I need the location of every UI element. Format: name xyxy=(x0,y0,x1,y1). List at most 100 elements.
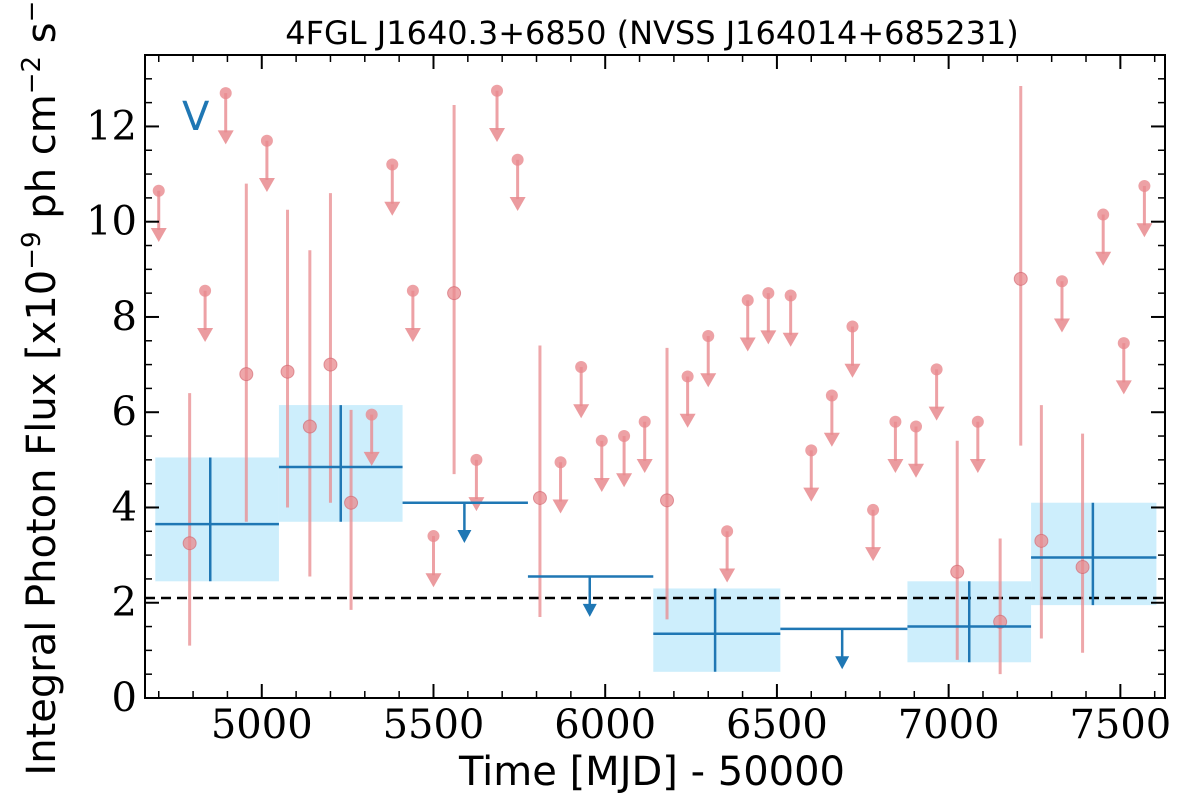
upper-limit-arrow xyxy=(197,328,214,343)
upper-limit-point xyxy=(782,289,799,347)
upper-limit-point xyxy=(197,284,214,343)
upper-limit-point xyxy=(425,530,442,588)
upper-limit-arrow xyxy=(404,328,421,343)
upper-limit-point xyxy=(844,320,861,378)
upper-limit-arrow xyxy=(739,337,756,352)
x-axis-label: Time [MJD] - 50000 xyxy=(458,749,845,795)
upper-limit-marker xyxy=(595,434,608,447)
upper-limit-arrow xyxy=(425,573,442,588)
upper-limit-marker xyxy=(1117,337,1130,350)
upper-limit-arrow xyxy=(1115,380,1132,395)
upper-limit-marker xyxy=(762,287,775,300)
upper-limit-point xyxy=(865,503,882,562)
upper-limit-arrow xyxy=(489,127,506,142)
upper-limit-point xyxy=(700,330,717,388)
point-marker xyxy=(239,367,254,382)
upper-limit-point xyxy=(1136,179,1153,238)
upper-limit-marker xyxy=(638,415,651,428)
point-marker xyxy=(323,357,338,372)
upper-limit-marker xyxy=(846,320,859,333)
y-axis-label-text: ph cm xyxy=(19,94,65,231)
upper-limit-point xyxy=(258,134,275,192)
upper-limit-marker xyxy=(1138,179,1151,192)
upper-limit-arrow xyxy=(887,458,904,473)
bin-error-box xyxy=(653,588,781,672)
y-tick-label: 6 xyxy=(112,389,137,435)
upper-limit-marker xyxy=(618,430,631,443)
upper-limit-marker xyxy=(721,525,734,538)
detection-point xyxy=(280,209,295,508)
upper-limit-marker xyxy=(491,84,504,97)
upper-limit-marker xyxy=(930,363,943,376)
point-marker xyxy=(532,490,547,505)
y-tick-label: 10 xyxy=(86,199,137,245)
upper-limit-point xyxy=(739,294,756,352)
upper-limit-marker xyxy=(910,420,923,433)
point-marker xyxy=(182,536,197,551)
upper-limit-arrow xyxy=(1095,251,1112,266)
y-tick-label: 8 xyxy=(112,294,137,340)
upper-limit-arrow xyxy=(844,363,861,378)
upper-limit-arrow xyxy=(865,547,882,562)
upper-limit-arrow xyxy=(1053,318,1070,333)
upper-limit-arrow xyxy=(636,458,653,473)
upper-limit-point xyxy=(217,87,234,145)
upper-limit-arrow xyxy=(509,197,526,212)
y-axis-label-text: Integral Photon Flux [x10 xyxy=(19,270,65,776)
upper-limit-point xyxy=(636,415,653,473)
upper-limit-marker xyxy=(702,330,715,343)
upper-limit-marker xyxy=(681,370,694,383)
upper-limit-point xyxy=(928,363,945,421)
upper-limit-point xyxy=(150,184,167,242)
upper-limit-point xyxy=(1053,275,1070,333)
y-axis-label-exponent: −2 xyxy=(17,56,47,94)
upper-limit-marker xyxy=(867,503,880,516)
point-marker xyxy=(302,419,317,434)
upper-limit-point xyxy=(1115,337,1132,395)
y-axis-label: Integral Photon Flux [x10−9 ph cm−2 s−1] xyxy=(17,0,65,776)
upper-limit-marker xyxy=(1055,275,1068,288)
upper-limit-arrow xyxy=(719,568,736,583)
upper-limit-marker xyxy=(260,134,273,147)
chart-title: 4FGL J1640.3+6850 (NVSS J164014+685231) xyxy=(285,14,1019,52)
upper-limit-point xyxy=(719,525,736,583)
y-tick-label: 0 xyxy=(112,675,137,721)
upper-limit-point xyxy=(969,415,986,473)
upper-limit-arrow xyxy=(760,330,777,345)
point-marker xyxy=(1013,271,1028,286)
detection-point xyxy=(532,345,547,618)
panel-label: V xyxy=(182,94,210,140)
detection-point xyxy=(1075,433,1090,653)
upper-limit-arrow xyxy=(803,487,820,502)
ticks-layer: 5000 5500 6000 6500 7000 7500 0 2 4 6 8 10 12 xyxy=(86,54,1171,748)
detection-point xyxy=(447,105,462,475)
upper-limit-marker xyxy=(511,153,524,166)
upper-limit-point xyxy=(404,284,421,343)
detection-point xyxy=(323,193,338,503)
upper-limit-arrow xyxy=(969,458,986,473)
upper-limit-point xyxy=(887,415,904,473)
upper-limit-marker xyxy=(1097,208,1110,221)
upper-limit-marker xyxy=(575,360,588,373)
upper-limit-point xyxy=(384,158,401,216)
point-marker xyxy=(993,614,1008,629)
upper-limit-arrow xyxy=(573,404,590,419)
bin-detection xyxy=(907,581,1032,663)
upper-limit-marker xyxy=(470,453,483,466)
detection-point xyxy=(1034,405,1049,639)
bin-error-box xyxy=(155,457,279,582)
upper-limit-arrow xyxy=(552,499,569,514)
upper-limit-point xyxy=(760,287,777,345)
upper-limit-marker xyxy=(427,530,440,543)
upper-limit-point xyxy=(363,408,380,466)
bins-layer xyxy=(155,405,1157,672)
upper-limit-marker xyxy=(406,284,419,297)
point-marker xyxy=(280,364,295,379)
upper-limit-point xyxy=(489,84,506,142)
upper-limit-point xyxy=(616,430,633,488)
upper-limit-arrow xyxy=(217,130,234,145)
y-axis-label-exponent: −9 xyxy=(17,231,47,269)
x-tick-label: 7500 xyxy=(1069,702,1171,748)
upper-limit-point xyxy=(509,153,526,212)
upper-limit-point xyxy=(679,370,696,428)
